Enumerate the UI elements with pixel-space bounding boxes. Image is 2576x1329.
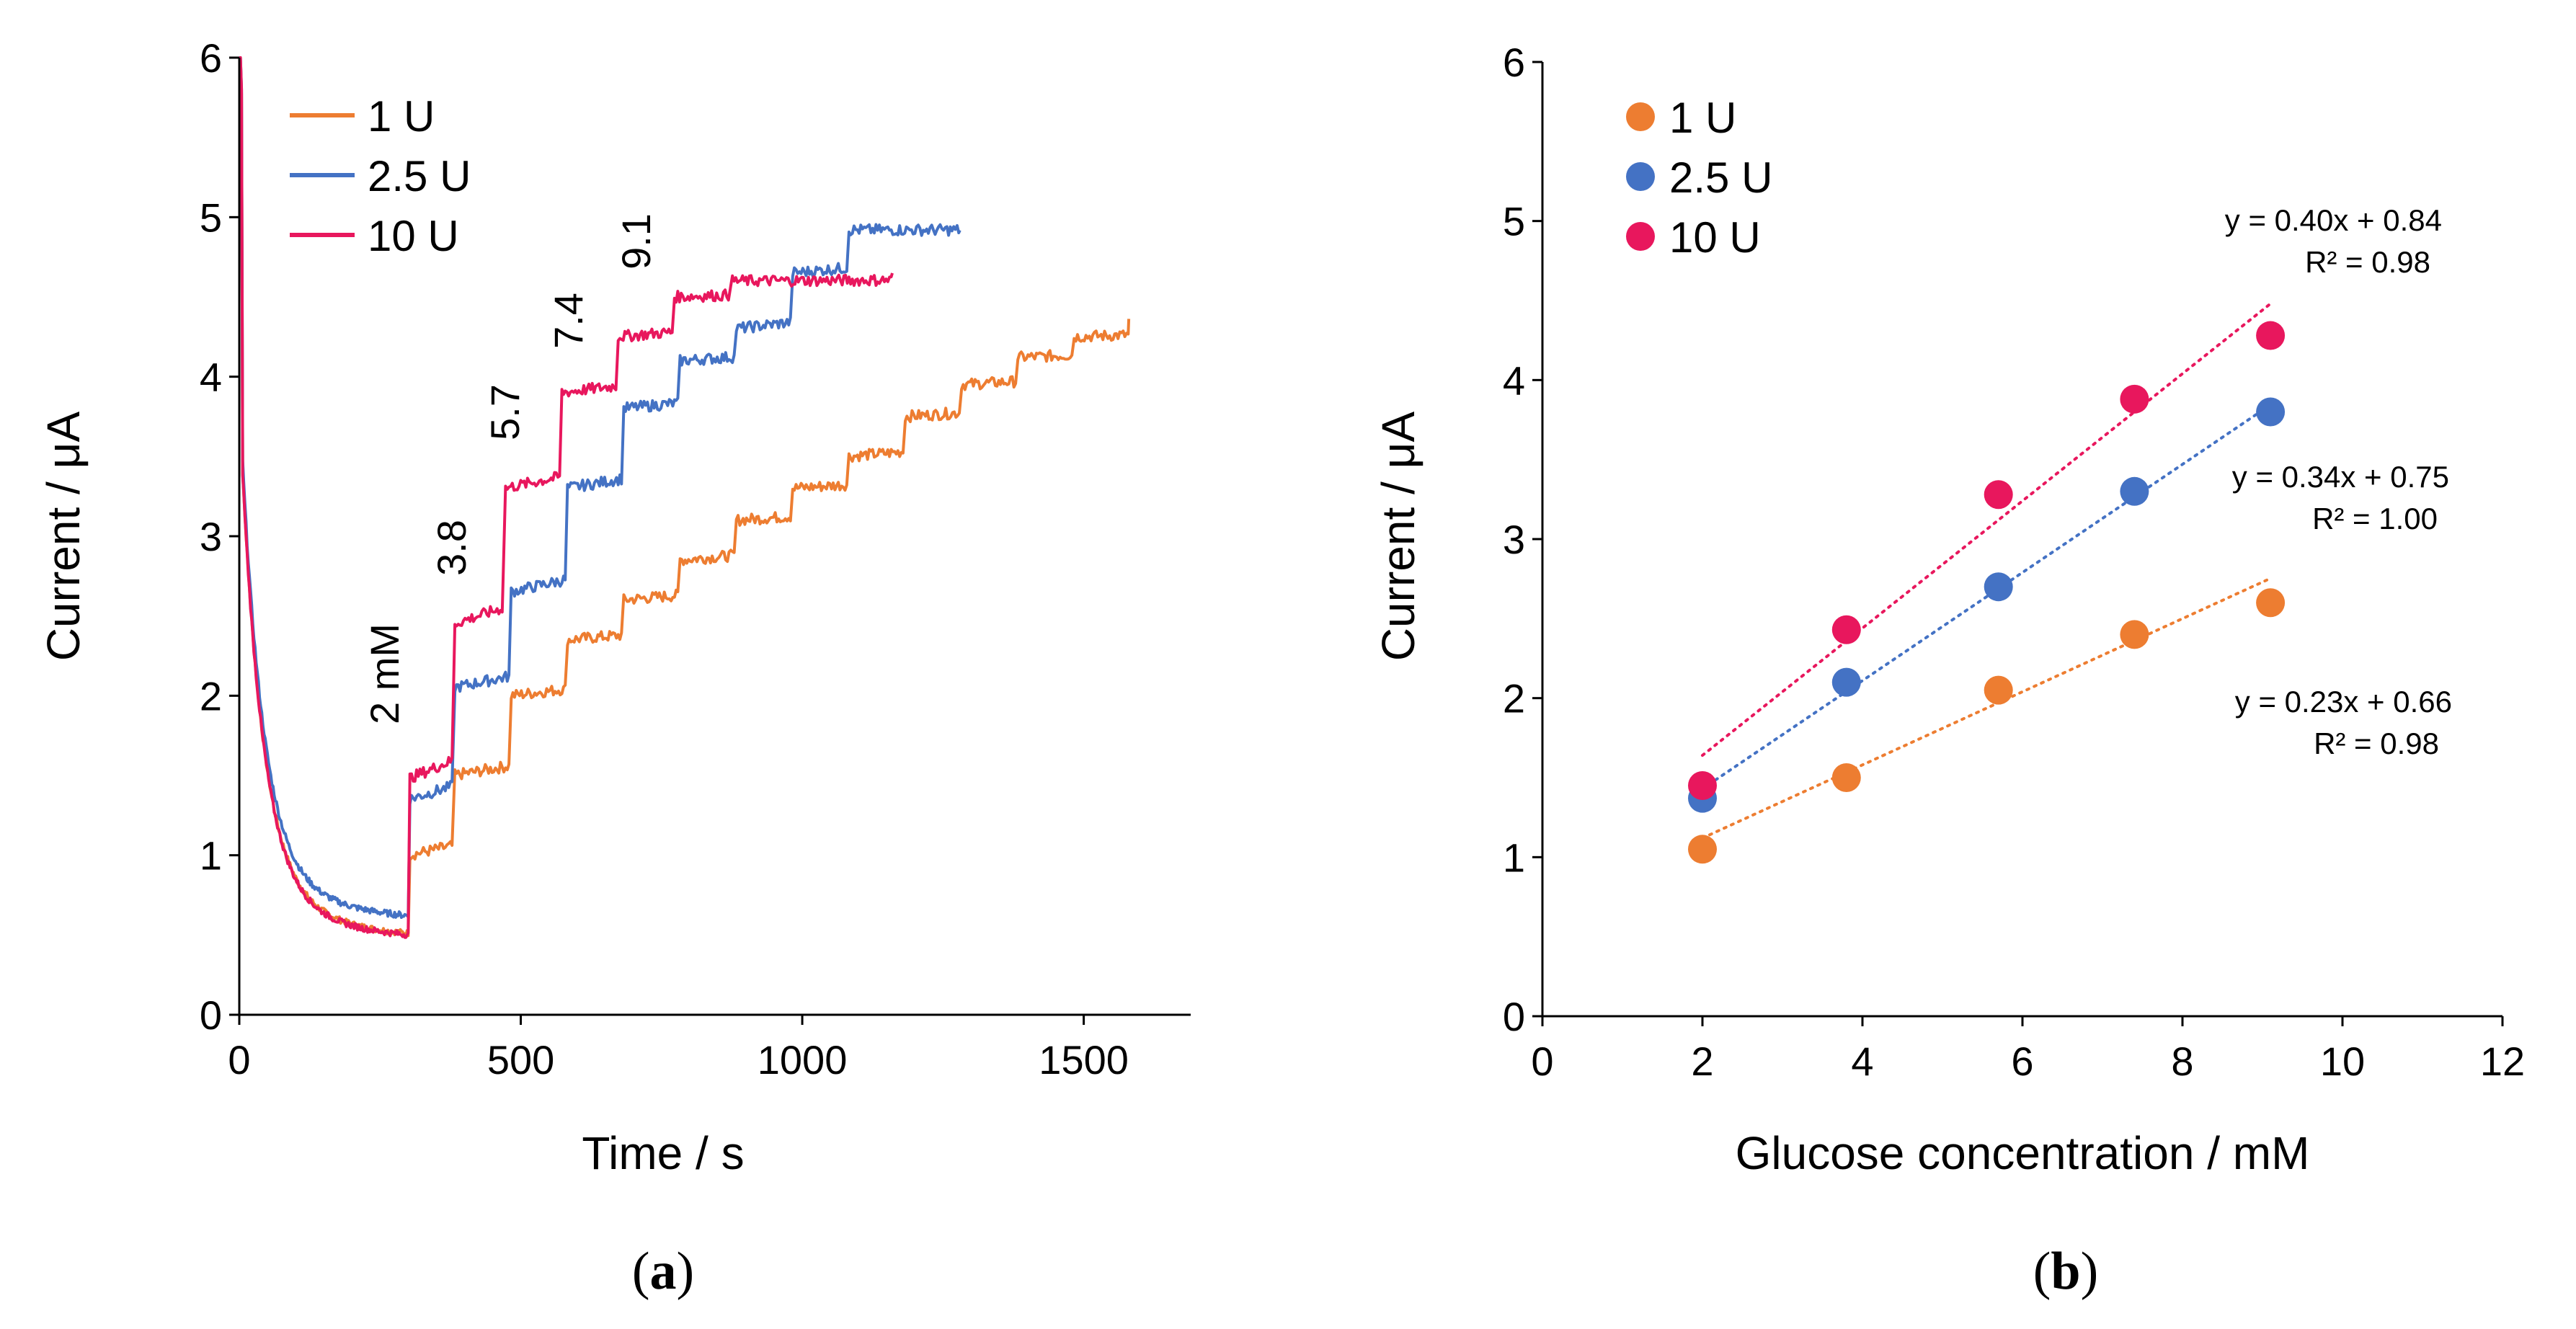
point-2-5u [2120,476,2149,506]
panel-a-ytick-label: 6 [200,35,222,81]
legend-label-1u: 1 U [1669,94,1736,142]
panel-a-ylabel: Current / μA [37,412,89,662]
trace-2-5u [239,56,961,919]
panel-b-xtick-label: 12 [2480,1039,2525,1084]
fit-equation-2-5u: y = 0.34x + 0.75 [2232,460,2449,494]
panel-a-ticks: 0 1 2 3 4 5 6 0 500 1000 1500 [200,35,1129,1083]
point-2-5u [2256,397,2286,427]
legend-marker-1u [1626,102,1655,131]
panel-a-ytick-label: 4 [200,355,222,400]
panel-b-ytick-label: 3 [1503,517,1525,562]
trace-10u [239,56,894,939]
legend-label-1u: 1 U [368,92,435,141]
panel-a-xtick-label: 0 [228,1037,250,1083]
fit-line-10u [1701,302,2273,757]
panel-b-ytick-label: 0 [1503,994,1525,1039]
point-1u [2120,620,2149,649]
point-1u [2256,588,2286,618]
fit-r2-10u: R² = 0.98 [2305,245,2430,279]
panel-b-ytick-label: 6 [1503,40,1525,85]
panel-a-ytick-label: 0 [200,992,222,1038]
point-10u [1831,615,1861,644]
panel-b-legend: 1 U 2.5 U 10 U [1626,94,1772,262]
panel-b-xtick-label: 6 [2011,1039,2033,1084]
panel-a-xlabel: Time / s [582,1127,744,1179]
panel-a-traces [239,56,1131,939]
panel-a-legend: 1 U 2.5 U 10 U [290,92,471,260]
panel-b-xtick-label: 8 [2171,1039,2193,1084]
panel-b-xtick-label: 0 [1531,1039,1553,1084]
fit-line-2-5u [1701,403,2273,791]
annotation-9-1: 9.1 [613,213,659,270]
legend-label-2-5u: 2.5 U [368,152,471,200]
legend-marker-2-5u [1626,162,1655,191]
panel-a-xtick-label: 500 [487,1037,554,1083]
panel-a-caption: (a) [632,1242,694,1301]
annotation-7-4: 7.4 [546,293,591,349]
point-1u [1688,835,1717,864]
panel-b-ylabel: Current / μA [1372,412,1424,662]
panel-b-points [1688,321,2286,864]
panel-a-ytick-label: 3 [200,514,222,559]
panel-b-xtick-label: 2 [1691,1039,1713,1084]
panel-b-xtick-label: 4 [1851,1039,1873,1084]
point-1u [1984,675,2013,705]
legend-label-10u: 10 U [368,212,459,260]
legend-marker-10u [1626,222,1655,251]
point-1u [1831,763,1861,792]
trace-1u [239,56,1131,938]
panel-b-xlabel: Glucose concentration / mM [1736,1127,2310,1179]
panel-a-xtick-label: 1500 [1039,1037,1129,1083]
annotation-3-8: 3.8 [429,520,474,576]
point-10u [2120,384,2149,414]
panel-a-ytick-label: 1 [200,833,222,879]
panel-b-ytick-label: 2 [1503,676,1525,721]
legend-label-2-5u: 2.5 U [1669,154,1772,202]
fit-r2-2-5u: R² = 1.00 [2312,502,2438,535]
panel-a-chart: 0 1 2 3 4 5 6 0 500 1000 1500 Time / s Current / μ… [37,35,1191,1301]
panel-b-fit-lines [1701,302,2273,840]
fit-line-1u [1701,577,2273,840]
panel-b-xtick-label: 10 [2320,1039,2365,1084]
annotation-5-7: 5.7 [482,384,528,440]
point-10u [1688,771,1717,801]
fit-equation-1u: y = 0.23x + 0.66 [2235,685,2452,719]
panel-b-caption: (b) [2033,1242,2098,1301]
panel-b-ytick-label: 4 [1503,357,1525,403]
point-10u [2256,321,2286,350]
point-10u [1984,480,2013,510]
annotation-2mm: 2 mM [362,623,407,724]
fit-r2-1u: R² = 0.98 [2314,726,2439,760]
point-2-5u [1984,572,2013,602]
point-2-5u [1831,667,1861,697]
panel-a-ytick-label: 5 [200,195,222,240]
panel-b-ytick-label: 1 [1503,835,1525,880]
panel-a-xtick-label: 1000 [758,1037,848,1083]
fit-equation-10u: y = 0.40x + 0.84 [2225,203,2442,237]
panel-b-ytick-label: 5 [1503,199,1525,244]
legend-label-10u: 10 U [1669,213,1761,262]
panel-a-ytick-label: 2 [200,673,222,719]
